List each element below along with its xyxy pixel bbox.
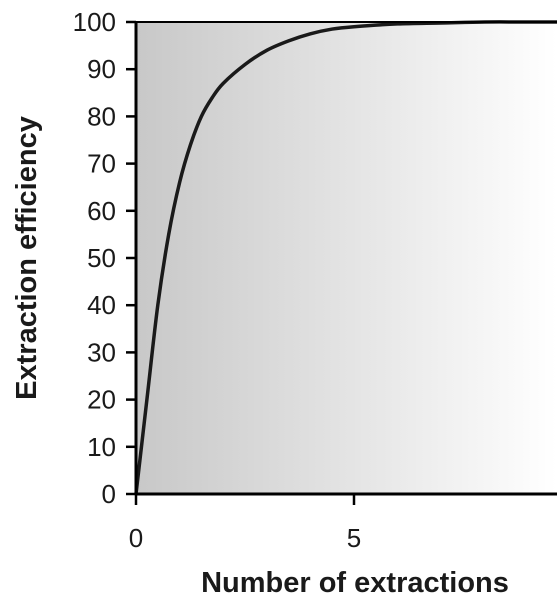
plot-area	[136, 22, 557, 494]
y-tick-label: 80	[87, 101, 116, 131]
y-tick-label: 40	[87, 290, 116, 320]
y-tick-label: 70	[87, 149, 116, 179]
y-tick-label: 20	[87, 385, 116, 415]
x-axis-title: Number of extractions	[201, 567, 509, 599]
y-tick-label: 90	[87, 54, 116, 84]
x-tick-label: 0	[129, 523, 143, 553]
y-tick-label: 30	[87, 337, 116, 367]
y-tick-label: 0	[102, 479, 116, 509]
y-tick-label: 60	[87, 196, 116, 226]
series-line	[134, 20, 557, 496]
y-axis-title: Extraction efficiency	[11, 116, 43, 400]
x-tick-label: 5	[347, 523, 361, 553]
y-tick-label: 50	[87, 243, 116, 273]
y-tick-label: 10	[87, 432, 116, 462]
y-tick-label: 100	[73, 7, 116, 37]
